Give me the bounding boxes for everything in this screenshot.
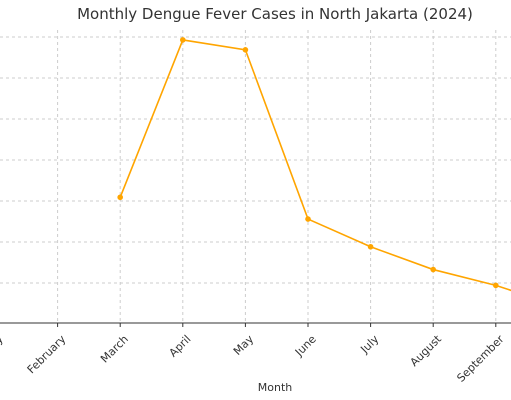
data-point: [493, 282, 499, 289]
data-point: [180, 37, 186, 43]
data-point: [305, 216, 311, 222]
x-tick-label: March: [98, 333, 131, 366]
x-tick-label: June: [292, 332, 319, 359]
grid: [0, 30, 511, 323]
x-tick-label: April: [167, 333, 194, 360]
x-axis-label: Month: [258, 381, 293, 394]
x-tick-label: September: [454, 332, 507, 385]
data-point: [242, 46, 249, 53]
chart-title: Monthly Dengue Fever Cases in North Jaka…: [77, 5, 473, 23]
x-tick-label: January: [0, 332, 6, 372]
x-tick-label: August: [408, 332, 445, 369]
data-point: [117, 194, 123, 201]
x-tick-label: May: [231, 332, 257, 358]
data-point: [430, 266, 437, 273]
series-line: [119, 39, 511, 292]
data-point: [367, 243, 374, 250]
x-ticks: January February March April May June July Augu…: [0, 323, 507, 385]
series-layer: [117, 37, 511, 292]
x-tick-label: July: [357, 332, 381, 356]
x-tick-label: February: [25, 332, 69, 376]
